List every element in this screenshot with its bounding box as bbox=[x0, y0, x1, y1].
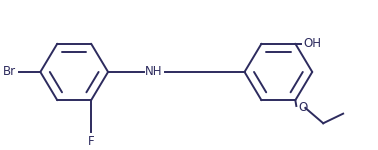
Text: Br: Br bbox=[3, 65, 16, 78]
Text: F: F bbox=[88, 135, 94, 148]
Text: NH: NH bbox=[145, 65, 163, 78]
Text: O: O bbox=[298, 101, 308, 114]
Text: OH: OH bbox=[303, 37, 321, 50]
